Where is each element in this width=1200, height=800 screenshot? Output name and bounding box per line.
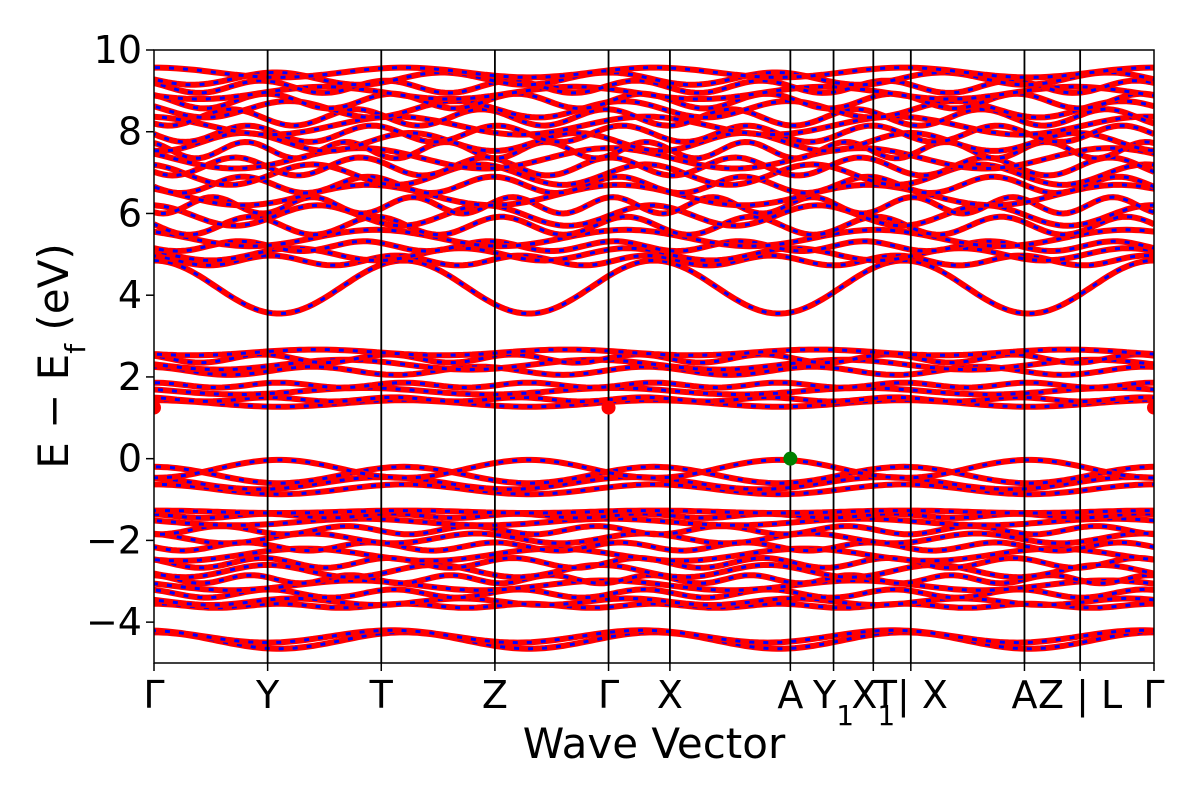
y-tick-label: 0 [118,437,142,481]
band-line-spin-up [154,346,1154,359]
band-line-spin-down [154,195,1154,216]
x-tick-label: Γ [598,673,619,717]
x-axis-label: Wave Vector [523,719,786,768]
y-tick-label: 6 [118,191,142,235]
y-tick-label: 4 [118,273,142,317]
band-line-spin-up [154,106,1154,129]
x-tick-label: Γ [1143,673,1164,717]
x-tick-label: Y [255,673,280,717]
band-line-spin-down [154,628,1154,645]
band-line-spin-down [154,203,1154,228]
band-line-spin-down [154,540,1154,553]
plot-frame [153,49,1155,664]
band-line-spin-down [154,162,1154,187]
x-tick-label: X1 [851,673,895,732]
band-line-spin-up [154,64,1154,81]
band-line-spin-down [154,386,1154,396]
band-line-spin-down [154,602,1154,610]
band-line-spin-down [154,239,1154,253]
x-tick-label: Y1 [812,673,854,732]
y-tick-label: 10 [94,28,142,72]
band-line-spin-up [154,113,1154,138]
cbm-marker [1147,400,1154,415]
y-tick-label: 8 [118,110,142,154]
x-tick-label: A [777,673,803,717]
band-line-spin-down [154,458,1154,480]
band-line-spin-up [154,379,1154,391]
y-tick-label: −2 [86,518,142,562]
vbm-marker [783,451,798,466]
band-line-spin-down [154,395,1154,404]
extrema-markers [154,400,1154,466]
x-tick-label: Z | L [1038,673,1122,718]
band-line-spin-down [154,587,1154,600]
band-line-spin-down [154,482,1154,496]
band-line-spin-down [154,175,1154,195]
y-axis-ticks: −4 −2 0 2 4 6 8 10 [86,28,154,644]
x-tick-label: X [657,673,683,717]
band-line-spin-down [154,254,1154,267]
band-line-spin-down [154,140,1154,160]
band-line-spin-down [154,146,1154,170]
x-tick-label: T [369,673,394,717]
x-tick-label: A [1011,673,1037,717]
band-line-spin-down [154,70,1154,87]
x-tick-label: T| X [873,673,948,718]
band-line-spin-down [154,85,1154,101]
cbm-marker [154,400,161,415]
y-axis-label: E − Ef (eV) [29,243,92,469]
high-symmetry-lines [266,50,1082,663]
band-line-spin-down [154,131,1154,153]
cbm-marker [601,400,616,415]
band-line-spin-up [154,510,1154,521]
band-line-spin-down [154,509,1154,515]
band-line-spin-down [154,465,1154,485]
band-line-spin-down [154,79,1154,95]
band-line-spin-up [154,561,1154,581]
band-line-spin-down [154,258,1154,315]
band-line-spin-up [154,213,1154,238]
band-line-spin-down [154,556,1154,570]
band-line-spin-down [154,124,1154,144]
band-lines [154,64,1154,652]
y-tick-label: 2 [118,355,142,399]
x-tick-label: Z [482,673,508,717]
x-tick-label: Γ [143,673,164,717]
y-tick-label: −4 [86,600,142,644]
band-line-spin-up [154,507,1154,516]
band-line-spin-down [154,228,1154,248]
